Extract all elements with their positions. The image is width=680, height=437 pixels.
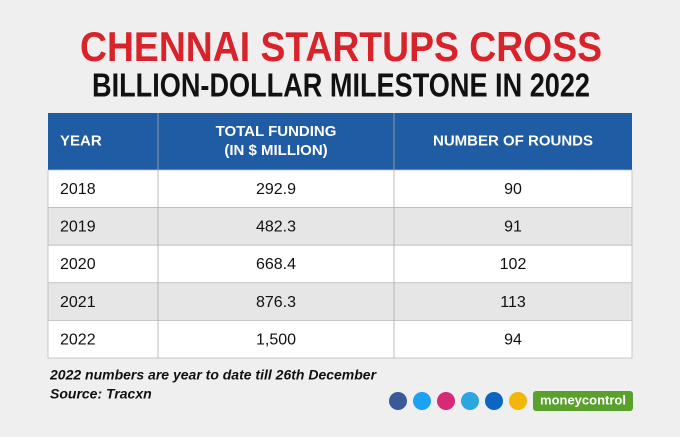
table-cell: 2019: [60, 219, 96, 236]
table-cell: 876.3: [256, 294, 296, 311]
table-cell: 482.3: [256, 219, 296, 236]
column-header: YEAR: [60, 132, 102, 149]
table-cell: 1,500: [256, 331, 296, 348]
table-row: [47, 282, 633, 321]
source: Source: Tracxn: [50, 386, 152, 402]
column-header: NUMBER OF ROUNDS: [433, 132, 593, 149]
column-header: (IN $ MILLION): [224, 142, 327, 159]
table-row: [47, 244, 633, 284]
title-line2: BILLION-DOLLAR MILESTONE IN 2022: [92, 67, 590, 104]
table-cell: 90: [504, 181, 522, 198]
note: 2022 numbers are year to date till 26th …: [49, 367, 378, 383]
table-cell: 2018: [60, 181, 96, 198]
table-cell: 94: [504, 331, 522, 348]
column-header: TOTAL FUNDING: [216, 123, 337, 140]
brand-logo: [533, 391, 633, 411]
table: YEAR TOTAL FUNDING (IN $ MILLION) NUMBER OF…: [47, 113, 633, 359]
brand-name: moneycontrol: [540, 392, 626, 407]
table-cell: 2021: [60, 294, 96, 311]
table-cell: 113: [500, 294, 526, 311]
table-row: [47, 319, 633, 359]
telegram-icon: [461, 392, 479, 410]
title-line1: CHENNAI STARTUPS CROSS: [80, 23, 602, 70]
table-cell: 2020: [60, 256, 96, 273]
table-row: [47, 169, 633, 208]
instagram-icon: [437, 392, 455, 410]
table-cell: 292.9: [256, 181, 296, 198]
table-cell: 668.4: [256, 256, 296, 273]
table-cell: 2022: [60, 331, 96, 348]
koo-icon: [509, 392, 527, 410]
facebook-icon: [389, 392, 407, 410]
table-cell: 102: [500, 256, 527, 273]
table-cell: 91: [504, 219, 522, 236]
twitter-icon: [413, 392, 431, 410]
table-row: [47, 207, 633, 246]
table-header: [48, 113, 632, 170]
social-icons: [389, 392, 527, 410]
linkedin-icon: [485, 392, 503, 410]
